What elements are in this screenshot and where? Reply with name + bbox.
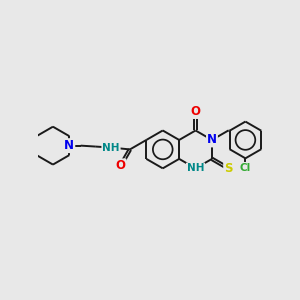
Text: NH: NH xyxy=(102,142,120,152)
Text: N: N xyxy=(207,134,217,146)
Text: N: N xyxy=(64,139,74,152)
Text: S: S xyxy=(224,162,232,175)
Text: Cl: Cl xyxy=(240,163,251,173)
Text: O: O xyxy=(116,159,125,172)
Text: O: O xyxy=(190,105,201,118)
Text: NH: NH xyxy=(187,164,204,173)
